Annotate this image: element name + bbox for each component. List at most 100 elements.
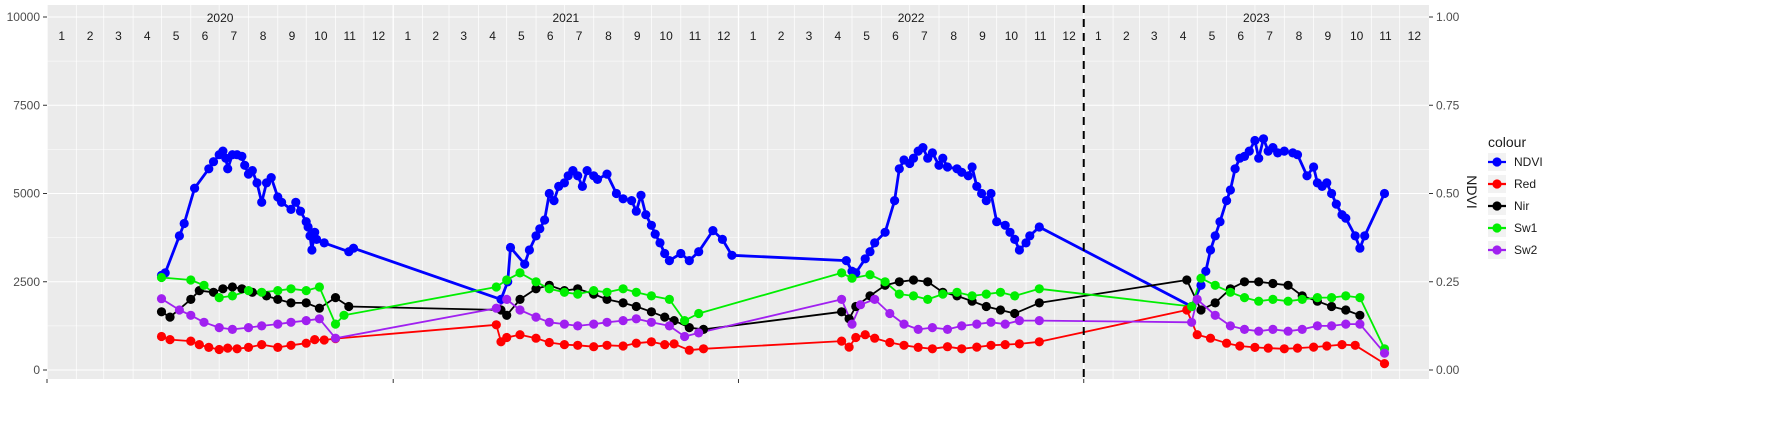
data-point-sw1 [1225, 287, 1235, 297]
data-point-ndvi [1254, 153, 1264, 163]
data-point-nir [1034, 298, 1044, 308]
data-point-sw2 [273, 319, 283, 329]
data-point-red [286, 340, 296, 350]
data-point-ndvi [1005, 227, 1015, 237]
data-point-ndvi [627, 196, 637, 206]
month-label: 2 [87, 29, 94, 43]
data-point-sw2 [1000, 319, 1010, 329]
data-point-sw1 [330, 319, 341, 329]
data-point-sw2 [855, 300, 866, 310]
month-label: 10 [659, 29, 673, 43]
data-point-red [885, 337, 895, 348]
data-point-sw2 [214, 323, 224, 333]
data-point-ndvi [573, 171, 583, 181]
data-point-sw1 [631, 287, 641, 297]
month-label: 3 [806, 29, 813, 43]
left-axis-tick-label: 0 [33, 363, 40, 377]
data-point-ndvi [1010, 234, 1020, 244]
data-point-red [837, 336, 847, 346]
data-point-sw2 [631, 314, 641, 324]
data-point-ndvi [1292, 150, 1303, 160]
data-point-sw2 [1341, 319, 1351, 329]
series-points-sw1 [156, 268, 1390, 354]
data-point-sw2 [1034, 316, 1044, 326]
data-point-red [618, 341, 628, 351]
data-point-ndvi [963, 171, 973, 181]
data-point-nir [1239, 277, 1250, 287]
data-point-red [1322, 341, 1332, 351]
data-point-red [573, 340, 583, 350]
legend-label: Nir [1514, 199, 1529, 213]
data-point-ndvi [676, 248, 686, 259]
month-label: 11 [1034, 29, 1047, 43]
month-label: 11 [1379, 29, 1392, 43]
data-point-sw1 [952, 287, 962, 297]
month-label: 6 [202, 29, 209, 43]
data-point-sw2 [680, 331, 690, 342]
data-point-sw2 [1210, 310, 1220, 320]
data-point-red [1222, 338, 1232, 348]
data-point-ndvi [1379, 188, 1390, 199]
left-axis-tick-label: 10000 [7, 10, 41, 24]
data-point-ndvi [1279, 146, 1289, 156]
data-point-ndvi [865, 247, 875, 257]
data-point-sw1 [1283, 296, 1293, 306]
data-point-sw2 [837, 294, 847, 304]
legend-item-nir: Nir [1488, 197, 1529, 215]
data-point-ndvi [582, 166, 592, 176]
series-points-sw2 [156, 294, 1390, 358]
data-point-ndvi [938, 153, 948, 163]
data-point-sw1 [286, 284, 296, 294]
data-point-red [913, 342, 923, 352]
data-point-ndvi [972, 181, 982, 191]
data-point-nir [330, 293, 341, 303]
data-point-sw2 [1268, 324, 1278, 334]
legend-key-point [1492, 223, 1502, 233]
data-point-nir [344, 301, 354, 312]
month-label: 8 [605, 29, 612, 43]
data-point-sw2 [1239, 324, 1250, 334]
data-point-red [232, 344, 242, 354]
data-point-sw1 [602, 287, 612, 297]
data-point-ndvi [708, 226, 718, 236]
data-point-sw1 [559, 287, 570, 297]
data-point-sw1 [1355, 293, 1365, 303]
data-point-sw1 [880, 277, 890, 287]
data-point-red [156, 331, 167, 342]
data-point-sw1 [664, 294, 675, 304]
data-point-nir [227, 282, 237, 292]
month-label: 12 [717, 29, 731, 43]
data-point-ndvi [1230, 164, 1240, 174]
data-point-red [1014, 339, 1024, 349]
data-point-sw1 [1254, 296, 1264, 306]
data-point-ndvi [348, 243, 359, 253]
month-label: 2 [432, 29, 439, 43]
data-point-ndvi [252, 178, 262, 188]
data-point-sw1 [967, 291, 977, 301]
data-point-ndvi [1331, 199, 1341, 209]
data-point-red [899, 340, 909, 350]
data-point-ndvi [986, 188, 996, 199]
data-point-sw1 [339, 310, 349, 320]
data-point-ndvi [636, 190, 646, 200]
data-point-nir [631, 301, 641, 312]
data-point-nir [186, 294, 196, 304]
data-point-red [559, 340, 570, 350]
data-point-ndvi [684, 256, 694, 266]
data-point-red [957, 344, 967, 354]
data-point-ndvi [1341, 213, 1351, 223]
data-point-red [851, 332, 861, 343]
data-point-sw1 [1312, 293, 1322, 303]
data-point-sw2 [1254, 326, 1264, 336]
data-point-nir [218, 284, 228, 294]
data-point-ndvi [559, 178, 570, 188]
data-point-nir [1010, 308, 1020, 319]
data-point-red [502, 332, 512, 343]
data-point-sw2 [913, 324, 923, 334]
data-point-sw1 [618, 284, 628, 294]
legend-item-red: Red [1488, 175, 1536, 193]
data-point-ndvi [524, 245, 535, 255]
data-point-red [631, 338, 641, 348]
data-point-nir [1283, 280, 1293, 290]
